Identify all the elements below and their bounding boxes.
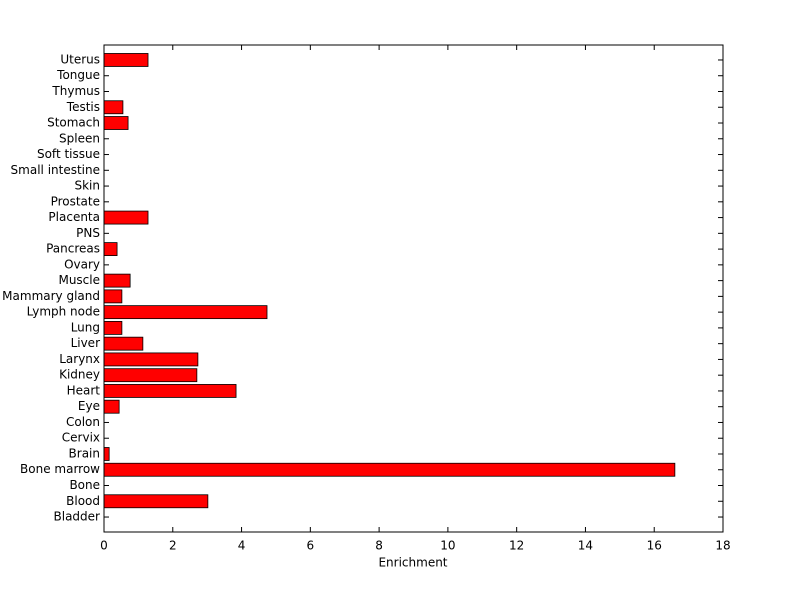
bar [103, 242, 118, 256]
y-tick-label: Spleen [59, 131, 100, 145]
y-tick-label: Lung [71, 320, 100, 334]
y-tick-label: Liver [71, 336, 101, 350]
bar [103, 447, 110, 461]
bar [103, 305, 268, 320]
y-tick-label: Small intestine [11, 163, 100, 177]
bar [103, 384, 237, 398]
y-tick-label: Mammary gland [2, 289, 100, 303]
y-tick-label: Larynx [59, 352, 100, 366]
bar [103, 321, 123, 335]
bar [103, 273, 131, 288]
x-tick-label: 16 [647, 539, 662, 553]
y-tick-label: Bone marrow [20, 462, 100, 476]
y-tick-label: Skin [74, 179, 100, 193]
bar [103, 494, 209, 509]
bar [103, 210, 149, 225]
x-tick-label: 4 [238, 539, 246, 553]
bar [103, 100, 124, 115]
bar [103, 368, 198, 383]
y-tick-label: Lymph node [27, 305, 100, 319]
y-tick-label: Stomach [47, 116, 100, 130]
x-tick-label: 12 [509, 539, 524, 553]
bar [103, 462, 676, 477]
y-tick-label: Soft tissue [37, 147, 100, 161]
y-tick-label: Colon [66, 415, 100, 429]
y-tick-label: Brain [69, 446, 100, 460]
x-tick-label: 2 [169, 539, 177, 553]
y-tick-label: Tongue [56, 68, 100, 82]
x-tick-label: 6 [307, 539, 315, 553]
y-tick-label: Testis [66, 100, 100, 114]
y-tick-label: Blood [66, 494, 100, 508]
x-tick-label: 10 [440, 539, 455, 553]
y-tick-label: Bone [69, 478, 100, 492]
y-tick-label: Pancreas [46, 242, 100, 256]
x-tick-label: 8 [375, 539, 383, 553]
bar [103, 116, 129, 130]
y-tick-label: Prostate [51, 194, 100, 208]
x-axis-label: Enrichment [378, 556, 447, 570]
x-tick-label: 0 [100, 539, 108, 553]
bar [103, 352, 199, 367]
y-tick-label: Thymus [51, 84, 100, 98]
y-tick-label: Kidney [59, 368, 100, 382]
y-tick-label: Uterus [60, 52, 100, 66]
y-tick-label: Heart [67, 383, 101, 397]
y-tick-label: Bladder [54, 510, 101, 524]
y-tick-label: Placenta [48, 210, 100, 224]
x-tick-label: 18 [715, 539, 730, 553]
y-tick-label: Muscle [58, 273, 100, 287]
bar [103, 289, 123, 304]
bar [103, 336, 144, 351]
y-tick-label: PNS [76, 226, 100, 240]
plot-frame [103, 44, 724, 533]
y-tick-label: Eye [78, 399, 100, 413]
bar [103, 53, 149, 67]
x-tick-label: 14 [578, 539, 593, 553]
y-tick-label: Ovary [64, 257, 100, 271]
bar [103, 399, 120, 414]
y-tick-label: Cervix [62, 431, 100, 445]
